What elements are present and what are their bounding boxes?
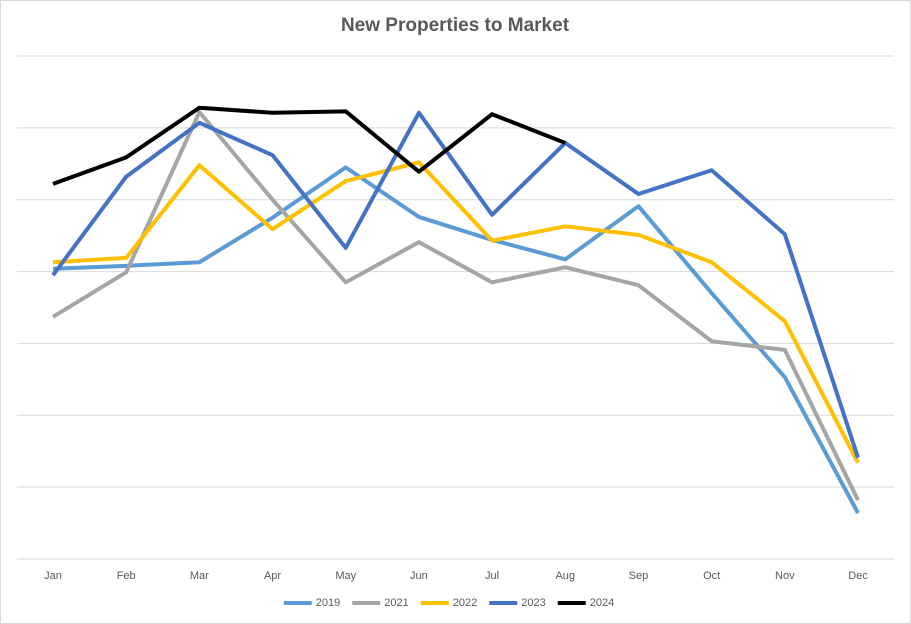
x-tick-label: Oct	[703, 570, 720, 582]
line-series	[52, 160, 860, 464]
x-tick-label: Jul	[485, 570, 499, 582]
line-series	[51, 110, 860, 501]
x-tick-label: Feb	[117, 570, 136, 582]
x-tick-label: Apr	[264, 570, 281, 582]
x-tick-label: Dec	[848, 570, 868, 582]
x-tick-label: Nov	[775, 570, 795, 582]
legend-label: 2024	[590, 597, 614, 609]
legend-label: 2019	[316, 597, 340, 609]
line-series	[52, 165, 860, 514]
legend-label: 2021	[384, 597, 408, 609]
x-tick-label: May	[335, 570, 356, 582]
line-series	[52, 105, 567, 186]
x-tick-label: Jan	[44, 570, 62, 582]
legend-label: 2023	[521, 597, 545, 609]
x-tick-label: Aug	[555, 570, 575, 582]
chart-title: New Properties to Market	[341, 15, 570, 36]
line-series	[51, 110, 860, 459]
x-tick-label: Jun	[410, 570, 428, 582]
legend-label: 2022	[453, 597, 477, 609]
x-tick-label: Mar	[190, 570, 209, 582]
x-tick-label: Sep	[629, 570, 649, 582]
